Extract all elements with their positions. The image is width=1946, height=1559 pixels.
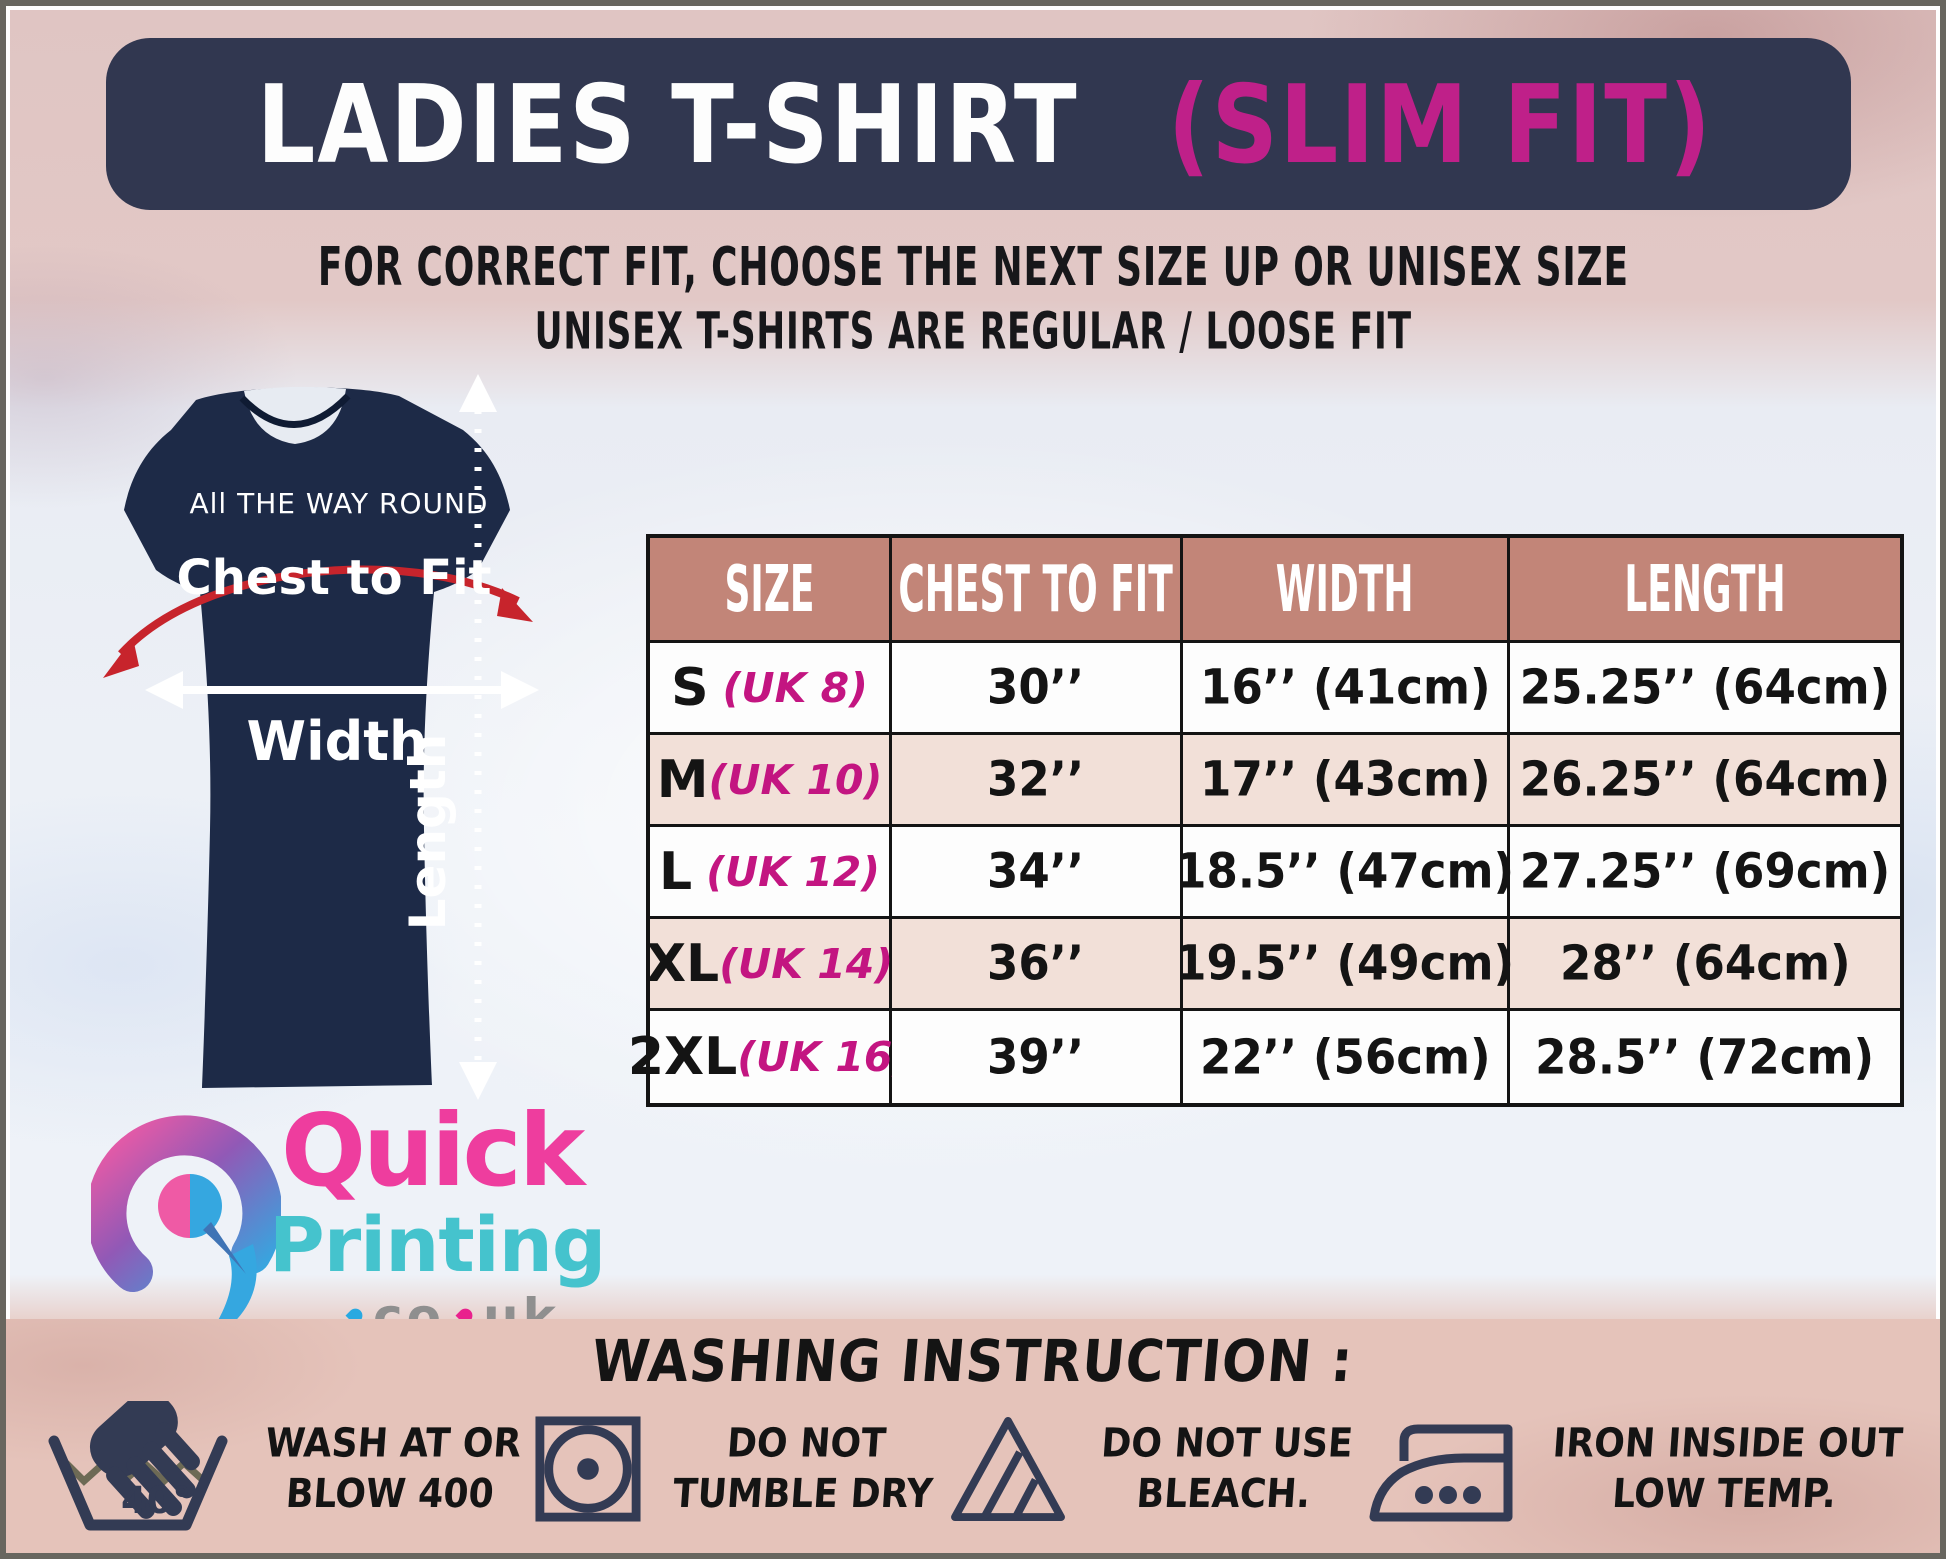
width-label: Width: [247, 710, 428, 773]
iron-icon: [1369, 1424, 1513, 1521]
size-table-header-length: LENGTH: [1510, 538, 1900, 643]
washing-item-iron: IRON INSIDE OUT LOW TEMP.: [1366, 1413, 1910, 1525]
size-table-header-width: WIDTH: [1183, 538, 1510, 643]
tshirt-neckline: [244, 386, 346, 444]
washing-item-label: DO NOT USE BLEACH.: [1100, 1419, 1355, 1516]
table-cell-chest-2xl: 39’’: [892, 1011, 1183, 1103]
table-cell-length-s: 25.25’’ (64cm): [1510, 643, 1900, 735]
table-cell-length-xl: 28’’ (64cm): [1510, 919, 1900, 1011]
washing-item-label: WASH AT OR BLOW 400: [263, 1419, 523, 1516]
washing-items: 40° WASH AT OR BLOW 400 DO NOT TUMBLE DR…: [46, 1401, 1910, 1536]
quickprinting-logo: Quick Printing co uk: [91, 1088, 606, 1358]
page-title: LADIES T-SHIRT: [256, 60, 1079, 188]
subtitle-line-2: UNISEX T-SHIRTS ARE REGULAR / LOOSE FIT: [534, 302, 1412, 362]
subtitle: FOR CORRECT FIT, CHOOSE THE NEXT SIZE UP…: [6, 235, 1940, 361]
table-cell-width-m: 17’’ (43cm): [1183, 735, 1510, 827]
table-cell-width-2xl: 22’’ (56cm): [1183, 1011, 1510, 1103]
size-table: SIZE CHEST TO FIT WIDTH LENGTH S (UK 8) 3…: [628, 534, 1904, 1107]
logo-word-quick: Quick: [281, 1092, 585, 1209]
table-cell-size-2xl: 2XL (UK 16): [628, 1011, 911, 1103]
table-cell-length-m: 26.25’’ (64cm): [1510, 735, 1900, 827]
table-cell-length-2xl: 28.5’’ (72cm): [1510, 1011, 1900, 1103]
table-cell-size-l: L (UK 12): [650, 827, 892, 919]
table-cell-chest-m: 32’’: [892, 735, 1183, 827]
length-arrowhead-bottom: [459, 1062, 497, 1100]
washing-item-bleach: DO NOT USE BLEACH.: [949, 1415, 1358, 1523]
chest-to-fit-label: Chest to Fit: [177, 550, 492, 606]
subtitle-line-1: FOR CORRECT FIT, CHOOSE THE NEXT SIZE UP…: [317, 235, 1629, 298]
tshirt-measurement-diagram: All THE WAY ROUND Chest to Fit Width Len…: [41, 358, 546, 1106]
washing-item-handwash: 40° WASH AT OR BLOW 400: [46, 1401, 526, 1536]
width-arrowhead-right: [501, 671, 539, 709]
table-cell-size-m: M (UK 10): [650, 735, 892, 827]
chest-arc-arrowhead-left: [103, 638, 139, 678]
logo-word-printing: Printing: [269, 1200, 606, 1289]
size-table-header-size: SIZE: [650, 538, 892, 643]
width-arrowhead-left: [145, 671, 183, 709]
logo-q-icon: [91, 1115, 281, 1346]
washing-item-label: IRON INSIDE OUT LOW TEMP.: [1551, 1419, 1905, 1516]
hand-wash-icon: 40°: [48, 1401, 228, 1531]
tshirt-collar: [239, 393, 351, 428]
do-not-bleach-icon: [951, 1416, 1066, 1521]
table-cell-width-s: 16’’ (41cm): [1183, 643, 1510, 735]
washing-heading: WASHING INSTRUCTION :: [589, 1327, 1357, 1395]
table-cell-chest-l: 34’’: [892, 827, 1183, 919]
table-cell-chest-s: 30’’: [892, 643, 1183, 735]
chest-arc: [118, 565, 520, 657]
title-bar: LADIES T-SHIRT (SLIM FIT): [106, 38, 1851, 210]
all-the-way-round-label: All THE WAY ROUND: [190, 487, 489, 520]
size-table-header-chest: CHEST TO FIT: [892, 538, 1183, 643]
washing-item-tumble-dry: DO NOT TUMBLE DRY: [534, 1415, 941, 1523]
length-label: Length: [399, 734, 457, 931]
table-cell-chest-xl: 36’’: [892, 919, 1183, 1011]
wash-temperature-label: 40°: [121, 1479, 191, 1522]
table-cell-size-xl: XL (UK 14): [646, 919, 893, 1011]
length-arrowhead-top: [459, 374, 497, 412]
tshirt-diagram-svg: All THE WAY ROUND Chest to Fit Width Len…: [103, 374, 539, 1100]
washing-instructions-section: WASHING INSTRUCTION : 40°: [6, 1319, 1940, 1553]
tshirt-shape: [124, 387, 510, 1088]
table-cell-length-l: 27.25’’ (69cm): [1510, 827, 1900, 919]
table-cell-width-xl: 19.5’’ (49cm): [1175, 919, 1515, 1011]
chest-arc-arrowhead-right: [497, 588, 533, 622]
page-title-highlight: (SLIM FIT): [1167, 60, 1713, 188]
washing-item-label: DO NOT TUMBLE DRY: [671, 1419, 935, 1516]
table-cell-width-l: 18.5’’ (47cm): [1175, 827, 1515, 919]
do-not-tumble-dry-icon: [535, 1415, 641, 1522]
table-cell-size-s: S (UK 8): [650, 643, 892, 735]
